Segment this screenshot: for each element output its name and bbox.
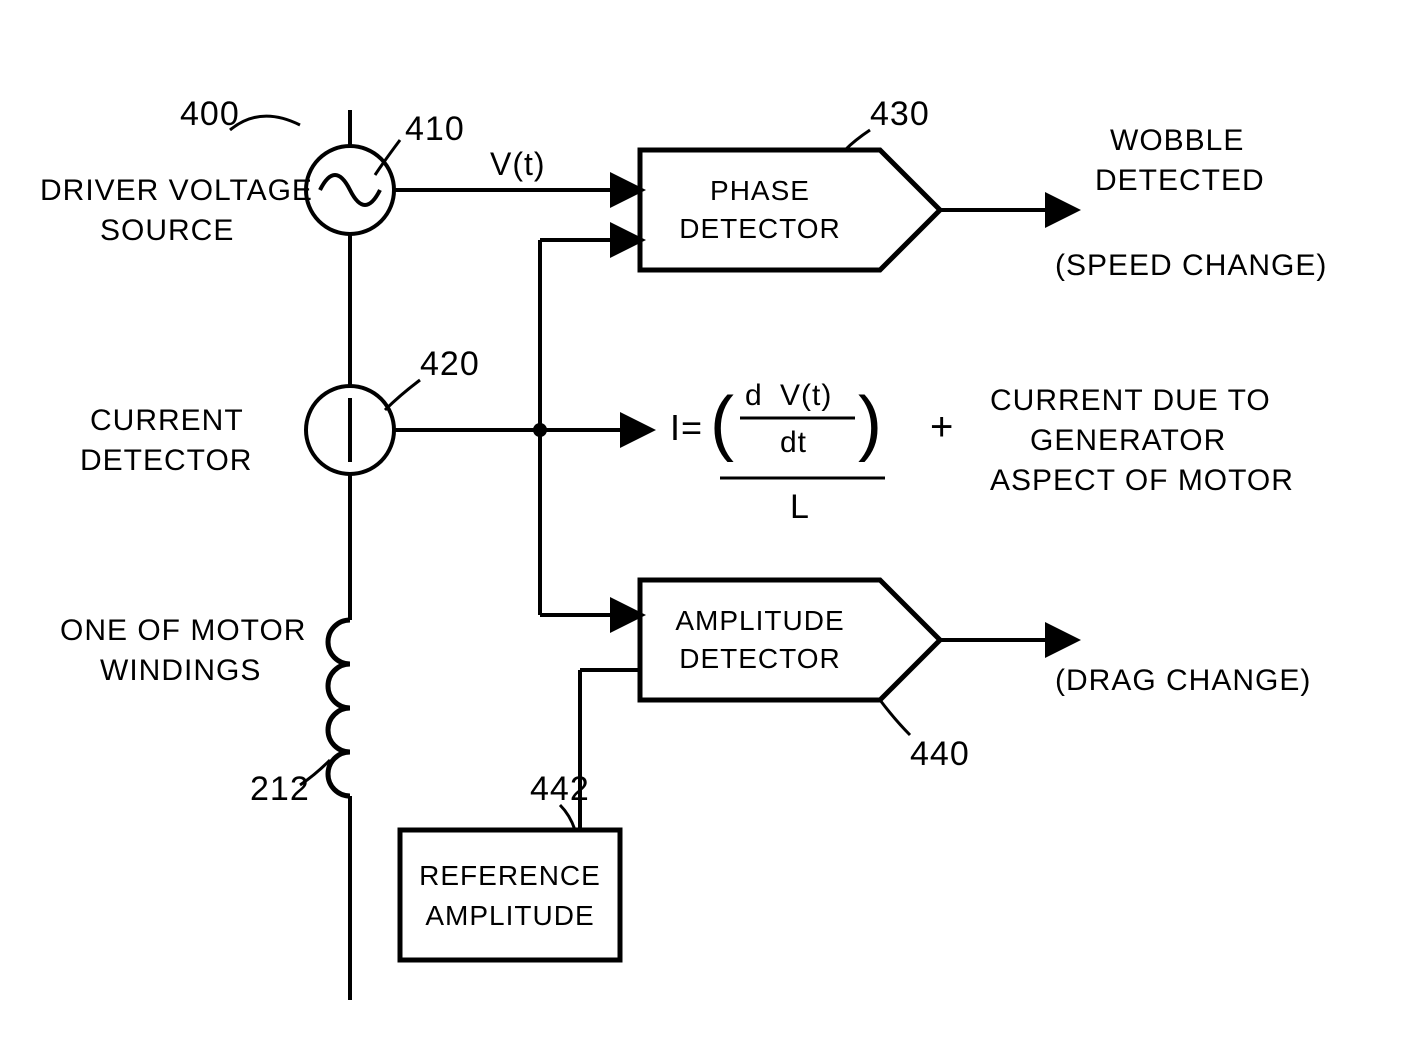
eq-rhs-3: ASPECT OF MOTOR [990, 464, 1294, 497]
label-amplitude-1: AMPLITUDE [675, 605, 844, 636]
label-wobble-1: WOBBLE [1110, 124, 1244, 157]
ref-400: 400 [180, 95, 240, 133]
eq-L: L [790, 488, 810, 526]
label-phase-1: PHASE [710, 175, 810, 206]
ref-430: 430 [870, 95, 930, 133]
label-reference-1: REFERENCE [419, 860, 601, 891]
ref-212: 212 [250, 770, 310, 808]
equation-group: I= ( d V(t) dt ) L + CURRENT DUE TO GENE… [670, 379, 1294, 526]
eq-den: dt [780, 426, 807, 459]
leader-440 [880, 700, 910, 735]
eq-rhs-1: CURRENT DUE TO [990, 384, 1271, 417]
label-reference-2: AMPLITUDE [425, 900, 594, 931]
reference-amplitude-block [400, 830, 620, 960]
voltage-source-symbol [306, 146, 394, 234]
label-winding-1: ONE OF MOTOR [60, 614, 306, 647]
amplitude-detector-block [640, 580, 940, 700]
label-phase-2: DETECTOR [679, 213, 841, 244]
eq-plus: + [930, 405, 954, 449]
label-winding-2: WINDINGS [100, 654, 261, 687]
current-detector-symbol [306, 386, 394, 474]
label-current-detector-2: DETECTOR [80, 444, 252, 477]
label-speed-change: (SPEED CHANGE) [1055, 249, 1327, 282]
label-drag-change: (DRAG CHANGE) [1055, 664, 1311, 697]
motor-winding-symbol [328, 620, 350, 796]
ref-410: 410 [405, 110, 465, 148]
eq-I: I= [670, 407, 703, 448]
eq-rhs-2: GENERATOR [1030, 424, 1226, 457]
label-v-of-t: V(t) [490, 146, 546, 182]
label-driver-voltage-2: SOURCE [100, 214, 234, 247]
ref-442: 442 [530, 770, 590, 808]
label-driver-voltage-1: DRIVER VOLTAGE [40, 174, 313, 207]
junction-dot [533, 423, 547, 437]
ref-440: 440 [910, 735, 970, 773]
eq-lparen: ( [710, 383, 735, 463]
phase-detector-block [640, 150, 940, 270]
label-current-detector-1: CURRENT [90, 404, 244, 437]
eq-num-d: d [745, 379, 763, 412]
eq-num-v: V(t) [780, 379, 832, 412]
leader-420 [385, 380, 420, 410]
label-wobble-2: DETECTED [1095, 164, 1265, 197]
eq-rparen: ) [858, 383, 883, 463]
label-amplitude-2: DETECTOR [679, 643, 841, 674]
leader-442 [560, 805, 575, 830]
ref-420: 420 [420, 345, 480, 383]
leader-430 [845, 130, 870, 150]
leader-400 [230, 116, 300, 130]
